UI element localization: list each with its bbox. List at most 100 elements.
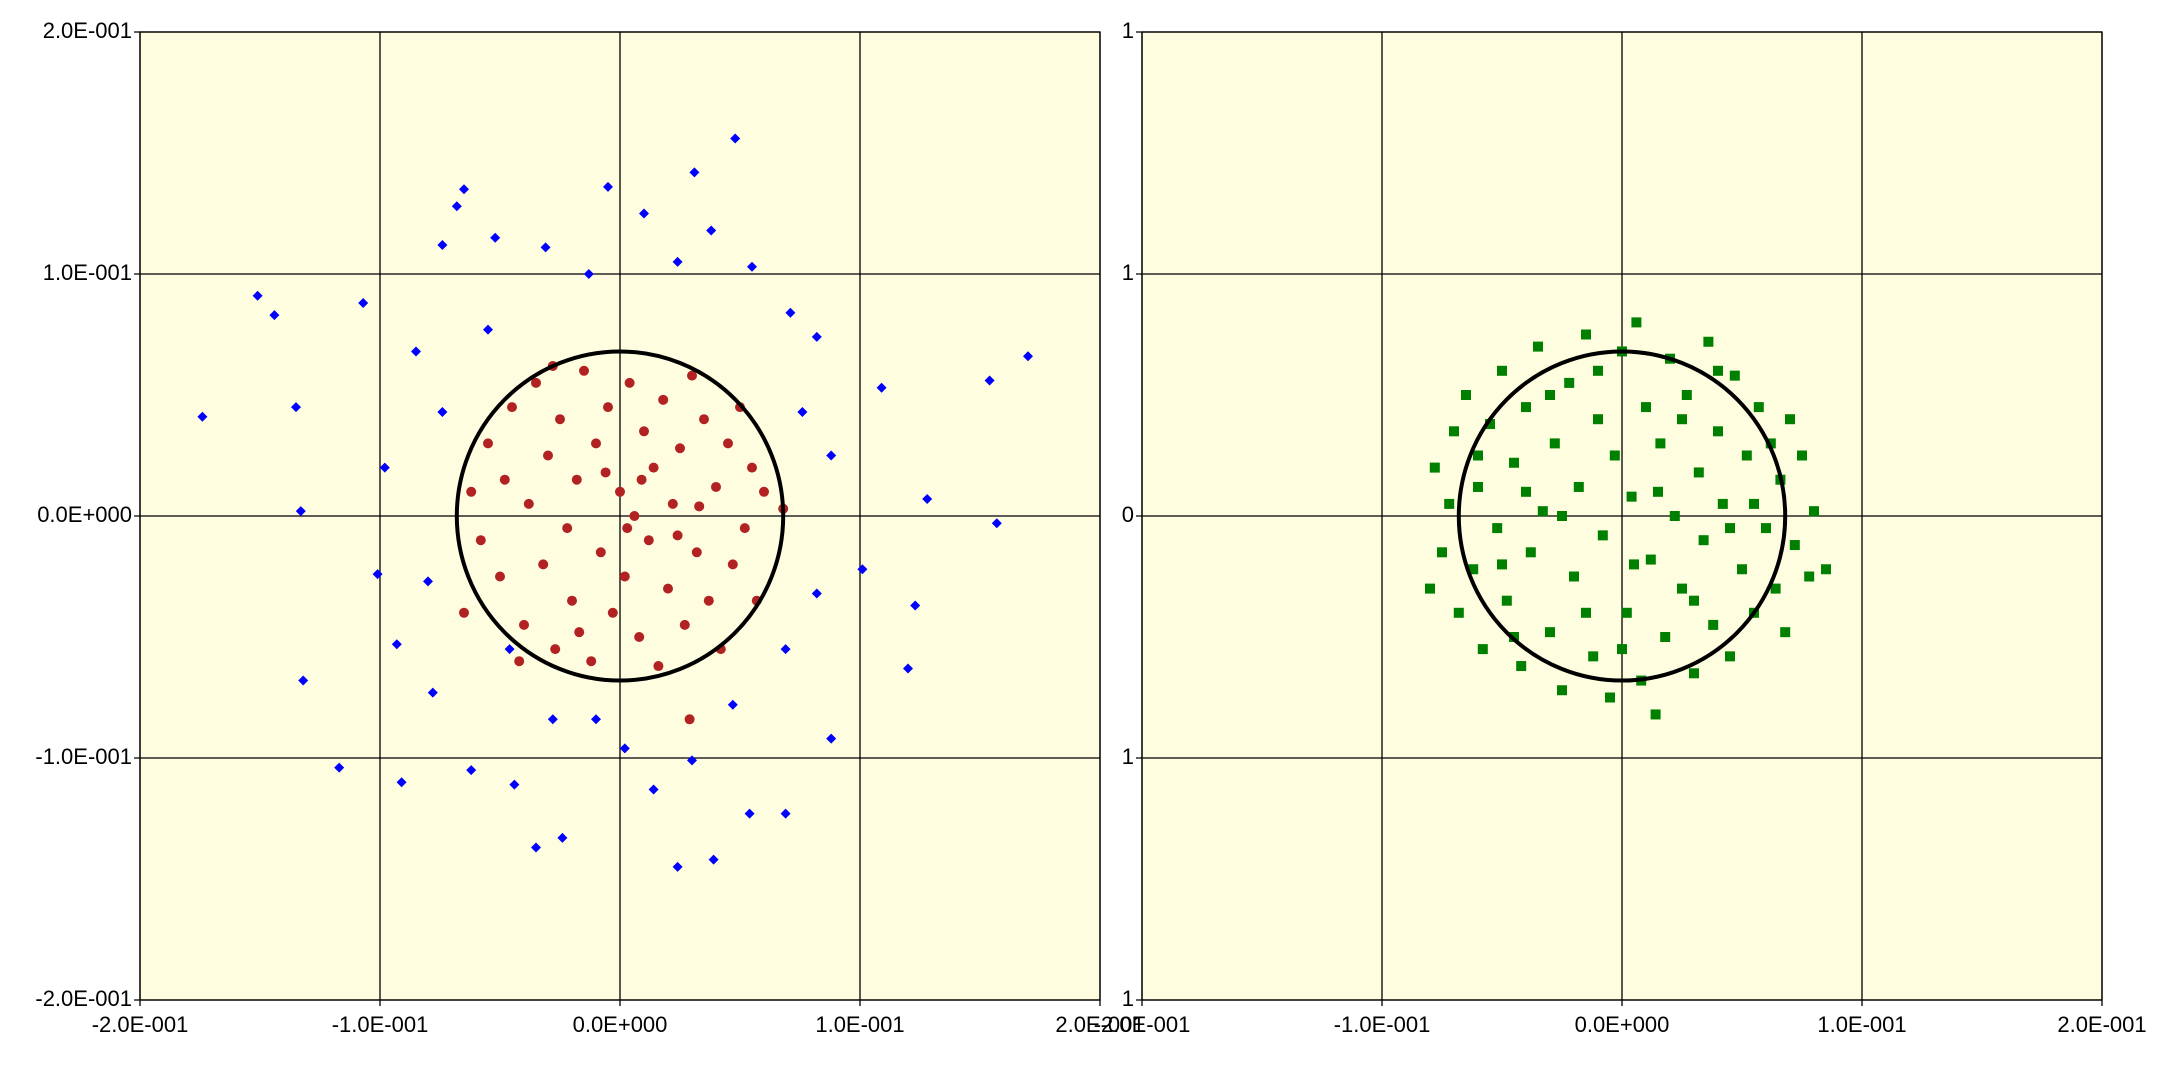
point — [1537, 506, 1548, 517]
point — [591, 438, 601, 449]
x-tick-label: -1.0E-001 — [1334, 1012, 1431, 1037]
point — [1797, 450, 1807, 461]
point — [619, 571, 630, 582]
x-tick-label: 1.0E-001 — [815, 1012, 904, 1037]
point — [291, 402, 301, 413]
point — [1521, 402, 1531, 413]
point — [903, 663, 913, 674]
point — [1593, 414, 1603, 425]
point — [624, 377, 635, 388]
point — [507, 402, 517, 413]
point — [811, 588, 822, 599]
point — [1789, 540, 1800, 551]
point — [648, 784, 659, 795]
point — [723, 438, 733, 449]
point — [1557, 685, 1567, 696]
x-tick-label: -2.0E-001 — [92, 1012, 189, 1037]
point — [797, 406, 808, 417]
x-tick-label: 2.0E-001 — [1055, 1012, 1144, 1037]
point — [295, 506, 306, 517]
point — [451, 201, 462, 212]
point — [1677, 414, 1687, 425]
point — [555, 414, 565, 425]
point — [1765, 438, 1776, 449]
point — [379, 462, 390, 473]
point — [514, 656, 525, 667]
point — [269, 310, 280, 321]
point — [499, 474, 510, 485]
point — [466, 486, 477, 497]
point — [475, 535, 486, 546]
point — [675, 443, 685, 454]
y-tick-label: 0 — [1122, 502, 1134, 527]
point — [1473, 450, 1483, 461]
point — [1485, 419, 1495, 430]
point — [495, 571, 505, 582]
point — [423, 576, 433, 587]
point — [1492, 523, 1503, 534]
x-tick-label: -2.0E-001 — [1094, 1012, 1191, 1037]
x-tick-label: -1.0E-001 — [332, 1012, 429, 1037]
point — [1588, 651, 1599, 662]
point — [780, 644, 791, 655]
y-tick-label: 1 — [1122, 18, 1134, 43]
point — [672, 256, 683, 267]
point — [509, 779, 520, 790]
point — [984, 375, 995, 386]
point — [684, 714, 695, 725]
y-tick-label: 1 — [1122, 986, 1134, 1011]
point — [1516, 661, 1527, 672]
reference-circle — [454, 349, 786, 683]
y-tick-label: -1.0E-001 — [35, 744, 132, 769]
point — [910, 600, 921, 611]
point — [1581, 329, 1591, 340]
point — [1703, 336, 1714, 347]
point — [571, 474, 582, 485]
point — [629, 511, 640, 521]
point — [1741, 450, 1752, 461]
y-tick-label: 2.0E-001 — [43, 18, 132, 43]
point — [557, 832, 568, 843]
point — [1581, 607, 1591, 618]
point — [574, 627, 585, 638]
point — [583, 269, 594, 279]
point — [1693, 467, 1704, 478]
point — [1725, 651, 1735, 662]
point — [876, 382, 887, 393]
point — [703, 595, 714, 606]
point — [1497, 365, 1507, 376]
point — [1545, 627, 1555, 638]
point — [991, 518, 1002, 529]
point — [1569, 571, 1579, 582]
point — [1761, 523, 1771, 534]
point — [727, 699, 738, 710]
point — [826, 733, 837, 744]
point — [1533, 341, 1543, 352]
plot-border — [1141, 31, 2103, 1001]
point — [689, 167, 700, 178]
point — [634, 632, 645, 642]
point — [1641, 402, 1651, 413]
point — [1597, 530, 1608, 541]
point — [826, 450, 837, 461]
point — [540, 242, 551, 253]
scatter-panel: -2.0E-001 -1.0E-001 0.0E+000 1.0E-001 2.0E-0… — [1094, 18, 2147, 1037]
point — [1477, 644, 1488, 655]
point — [1698, 535, 1709, 546]
point — [759, 486, 769, 497]
point — [1593, 365, 1603, 376]
point — [411, 346, 421, 357]
y-tick-label: 1 — [1122, 260, 1134, 285]
point — [1626, 491, 1637, 502]
point — [391, 639, 402, 650]
point — [706, 225, 717, 236]
point — [619, 743, 630, 754]
point — [739, 523, 750, 534]
point — [1501, 595, 1512, 606]
point — [1449, 426, 1459, 437]
point — [730, 133, 741, 144]
point — [811, 331, 822, 342]
point — [1809, 506, 1819, 517]
point — [1564, 377, 1575, 388]
point — [1617, 644, 1627, 655]
